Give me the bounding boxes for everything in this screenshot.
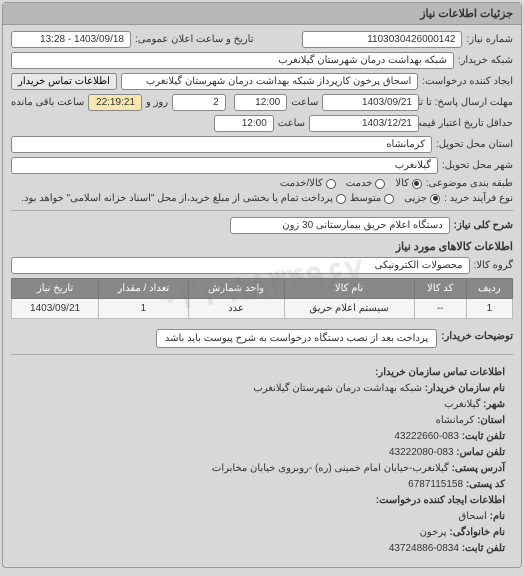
org-label: نام سازمان خریدار: (425, 383, 505, 394)
remain-time-field: 22:19:21 (88, 94, 142, 111)
cell-unit: عدد (188, 299, 284, 319)
panel-title: جزئیات اطلاعات نیاز (3, 3, 521, 25)
radio-dot-icon (430, 194, 440, 204)
days-field: 2 (172, 94, 226, 111)
col-row: ردیف (466, 279, 512, 299)
req-title: اطلاعات ایجاد کننده درخواست: (376, 495, 505, 506)
lname-label: نام خانوادگی: (449, 527, 505, 538)
rphone-label: تلفن ثابت: (462, 543, 505, 554)
cell-date: 1403/09/21 (12, 299, 99, 319)
notes-label: توضیحات خریدار: (441, 331, 513, 342)
separator (11, 354, 513, 355)
contact-info-block: اطلاعات تماس سازمان خریدار: نام سازمان خ… (11, 361, 513, 561)
addr-val: گیلانغرب-خیابان امام خمینی (ره) -روبروی … (212, 463, 449, 474)
ccity-val: گیلانغرب (444, 399, 480, 410)
need-no-field: 1103030426000142 (302, 31, 462, 48)
col-qty: تعداد / مقدار (99, 279, 188, 299)
buyer-field: شبکه بهداشت درمان شهرستان گیلانغرب (11, 52, 454, 69)
buy-radio-minor[interactable]: جزیی (404, 193, 440, 204)
remain-label: ساعت باقی مانده (11, 97, 84, 108)
buy-radio-group: جزیی متوسط (350, 193, 440, 204)
class-opt-label: کالا/خدمت (280, 178, 323, 189)
resp-deadline-label: مهلت ارسال پاسخ: تا تاریخ: (423, 97, 513, 108)
lname-val: پرخون (420, 527, 447, 538)
announce-field: 1403/09/18 - 13:28 (11, 31, 131, 48)
buy-radio-medium[interactable]: متوسط (350, 193, 394, 204)
class-radio-group: کالا خدمت کالا/خدمت (280, 178, 422, 189)
col-date: تاریخ نیاز (12, 279, 99, 299)
group-field: محصولات الکترونیکی (11, 257, 470, 274)
cell-qty: 1 (99, 299, 188, 319)
valid-label: حداقل تاریخ اعتبار قیمت: تا تاریخ: (423, 118, 513, 129)
cell-row: 1 (466, 299, 512, 319)
saat-label-2: ساعت (278, 118, 305, 129)
saat-label-1: ساعت (291, 97, 318, 108)
notes-box: پرداخت بعد از نصب دستگاه درخواست به شرح … (156, 329, 437, 348)
class-opt-label: خدمت (346, 178, 373, 189)
name-label: نام: (490, 511, 505, 522)
buy-type-label: نوع فرآیند خرید : (444, 193, 513, 204)
phone-label: تلفن ثابت: (462, 431, 505, 442)
cprov-label: استان: (477, 415, 505, 426)
radio-dot-icon (326, 179, 336, 189)
buy-note-check[interactable]: پرداخت تمام یا بخشی از مبلغ خرید،از محل … (21, 193, 346, 204)
gen-field: دستگاه اعلام حریق بیمارستانی 30 زون (230, 217, 450, 234)
radio-dot-icon (412, 179, 422, 189)
cell-code: -- (414, 299, 466, 319)
separator (11, 210, 513, 211)
radio-dot-icon (384, 194, 394, 204)
buy-note: پرداخت تمام یا بخشی از مبلغ خرید،از محل … (21, 193, 333, 204)
ccity-label: شهر: (483, 399, 505, 410)
addr-label: آدرس پستی: (452, 463, 505, 474)
phone-val: 083-43222660 (394, 431, 459, 442)
contact-title: اطلاعات تماس سازمان خریدار: (375, 367, 505, 378)
resp-time-field: 12:00 (234, 94, 288, 111)
org-val: شبکه بهداشت درمان شهرستان گیلانغرب (253, 383, 422, 394)
need-no-label: شماره نیاز: (466, 34, 513, 45)
group-label: گروه کالا: (474, 260, 513, 271)
detail-panel: جزئیات اطلاعات نیاز شماره نیاز: 11030304… (2, 2, 522, 568)
cprov-val: کرمانشاه (436, 415, 475, 426)
col-code: کد کالا (414, 279, 466, 299)
province-field: کرمانشاه (11, 136, 432, 153)
post-label: کد پستی: (466, 479, 505, 490)
class-radio-kala[interactable]: کالا (395, 178, 422, 189)
contact-button[interactable]: اطلاعات تماس خریدار (11, 73, 117, 90)
form-area: شماره نیاز: 1103030426000142 تاریخ و ساع… (3, 25, 521, 567)
province-label: استان محل تحویل: (436, 139, 513, 150)
class-radio-khedmat[interactable]: خدمت (346, 178, 386, 189)
announce-label: تاریخ و ساعت اعلان عمومی: (135, 34, 254, 45)
class-label: طبقه بندی موضوعی: (426, 178, 513, 189)
valid-date-field: 1403/12/21 (309, 115, 419, 132)
cell-name: سیستم اعلام حریق (284, 299, 414, 319)
fax-label: تلفن تماس: (456, 447, 505, 458)
items-table: ردیف کد کالا نام کالا واحد شمارش تعداد /… (11, 278, 513, 319)
table-row[interactable]: 1 -- سیستم اعلام حریق عدد 1 1403/09/21 (12, 299, 513, 319)
requester-label: ایجاد کننده درخواست: (422, 76, 513, 87)
class-opt-label: کالا (395, 178, 409, 189)
post-val: 6787115158 (408, 479, 463, 490)
rphone-val: 0834-43724886 (389, 543, 459, 554)
requester-field: اسحاق پرخون کارپرداز شبکه بهداشت درمان ش… (121, 73, 418, 90)
buy-opt-label: جزیی (404, 193, 427, 204)
valid-time-field: 12:00 (214, 115, 274, 132)
items-title: اطلاعات کالاهای مورد نیاز (11, 240, 513, 253)
col-unit: واحد شمارش (188, 279, 284, 299)
days-label: روز و (146, 97, 168, 108)
buy-opt-label: متوسط (350, 193, 381, 204)
radio-dot-icon (375, 179, 385, 189)
buyer-label: شبکه خریدار: (458, 55, 513, 66)
gen-label: شرح کلی نیاز: (454, 220, 513, 231)
class-radio-both[interactable]: کالا/خدمت (280, 178, 336, 189)
city-field: گیلانغرب (11, 157, 438, 174)
city-label: شهر محل تحویل: (442, 160, 513, 171)
radio-dot-icon (336, 194, 346, 204)
name-val: اسحاق (458, 511, 486, 522)
resp-date-field: 1403/09/21 (322, 94, 419, 111)
fax-val: 083-43222080 (389, 447, 454, 458)
col-name: نام کالا (284, 279, 414, 299)
table-header-row: ردیف کد کالا نام کالا واحد شمارش تعداد /… (12, 279, 513, 299)
